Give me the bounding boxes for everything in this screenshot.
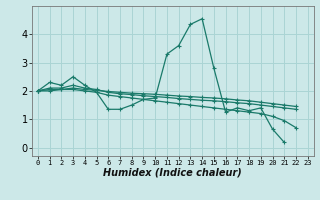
X-axis label: Humidex (Indice chaleur): Humidex (Indice chaleur) (103, 168, 242, 178)
